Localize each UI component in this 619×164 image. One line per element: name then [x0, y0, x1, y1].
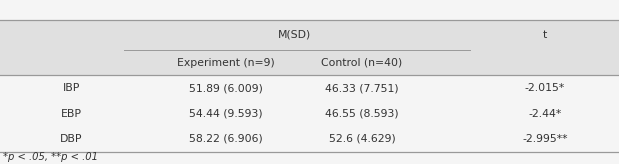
Text: DBP: DBP: [60, 134, 82, 144]
Text: 52.6 (4.629): 52.6 (4.629): [329, 134, 396, 144]
Text: -2.44*: -2.44*: [528, 109, 561, 119]
Text: 54.44 (9.593): 54.44 (9.593): [189, 109, 262, 119]
Text: 46.33 (7.751): 46.33 (7.751): [326, 83, 399, 93]
Text: -2.995**: -2.995**: [522, 134, 568, 144]
Text: EBP: EBP: [61, 109, 82, 119]
Text: t: t: [543, 30, 547, 40]
Bar: [0, 20, 619, 75]
Text: 51.89 (6.009): 51.89 (6.009): [189, 83, 263, 93]
Text: 58.22 (6.906): 58.22 (6.906): [189, 134, 263, 144]
Text: M(SD): M(SD): [277, 30, 311, 40]
Text: *p < .05, **p < .01: *p < .05, **p < .01: [3, 152, 98, 162]
Text: -2.015*: -2.015*: [524, 83, 565, 93]
Text: Control (n=40): Control (n=40): [321, 58, 403, 68]
Text: 46.55 (8.593): 46.55 (8.593): [326, 109, 399, 119]
Text: IBP: IBP: [63, 83, 80, 93]
Text: Experiment (n=9): Experiment (n=9): [177, 58, 275, 68]
